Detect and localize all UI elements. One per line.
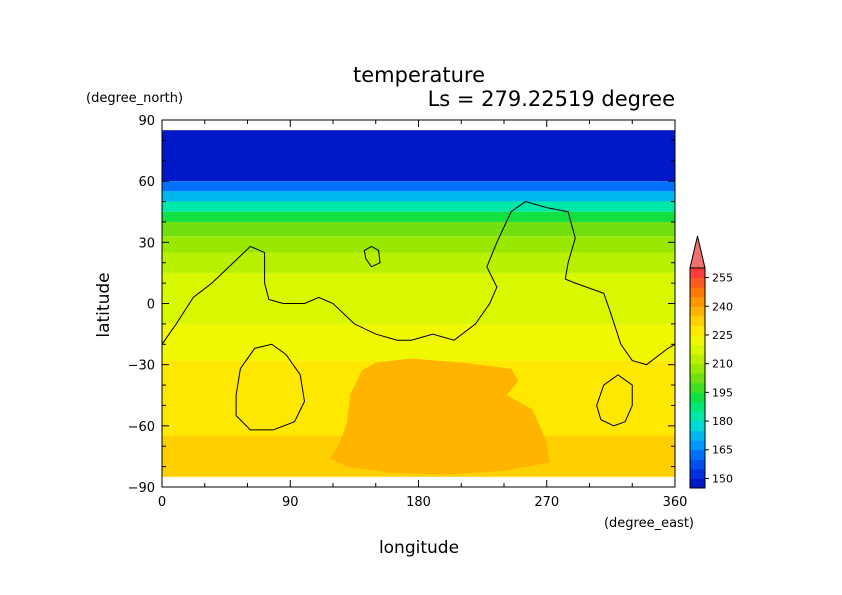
axis-ticks: 0 90 180 270 360 90 60 30 0 −30 −60 −90 bbox=[128, 114, 688, 510]
x-axis-title: longitude bbox=[379, 538, 459, 558]
colorbar-swatch bbox=[690, 421, 705, 432]
temperature-band-1 bbox=[162, 181, 675, 192]
y-tick-label: −90 bbox=[128, 481, 155, 496]
colorbar-swatch bbox=[690, 296, 705, 307]
colorbar-swatch bbox=[690, 287, 705, 298]
x-tick-label: 180 bbox=[406, 495, 431, 510]
colorbar-swatch bbox=[690, 363, 705, 374]
colorbar-swatch bbox=[690, 277, 705, 288]
colorbar-swatch bbox=[690, 401, 705, 412]
contour-lines bbox=[162, 201, 675, 431]
colorbar-swatch bbox=[690, 411, 705, 422]
colorbar-label: 255 bbox=[712, 272, 733, 285]
colorbar-swatch bbox=[690, 459, 705, 470]
colorbar-swatch bbox=[690, 373, 705, 384]
colorbar: 150 165 180 195 210 225 240 255 bbox=[689, 235, 733, 489]
contour-line-3 bbox=[596, 374, 633, 427]
y-tick-label: 60 bbox=[138, 175, 155, 190]
temperature-band-0 bbox=[162, 130, 675, 182]
colorbar-swatch bbox=[690, 315, 705, 326]
colorbar-swatch bbox=[690, 306, 705, 317]
y-tick-label: −60 bbox=[128, 420, 155, 435]
colorbar-swatch bbox=[690, 449, 705, 460]
colorbar-label: 180 bbox=[712, 415, 733, 428]
colorbar-label: 210 bbox=[712, 358, 733, 371]
colorbar-swatch bbox=[690, 382, 705, 393]
contour-line-0 bbox=[162, 201, 675, 366]
temperature-band-8 bbox=[162, 272, 675, 324]
temperature-band-7 bbox=[162, 252, 675, 273]
colorbar-swatch bbox=[690, 478, 705, 489]
colorbar-label: 150 bbox=[712, 472, 733, 485]
y-tick-label: −30 bbox=[128, 359, 155, 374]
contour-line-2 bbox=[235, 343, 306, 431]
colorbar-label: 240 bbox=[712, 300, 733, 313]
colorbar-swatch bbox=[690, 392, 705, 403]
colorbar-swatch bbox=[690, 344, 705, 355]
colorbar-swatch bbox=[690, 268, 705, 279]
temperature-band-4 bbox=[162, 211, 675, 222]
contour-line-1 bbox=[363, 245, 381, 268]
x-tick-label: 270 bbox=[534, 495, 559, 510]
y-units-label: (degree_north) bbox=[86, 91, 183, 106]
colorbar-overflow-arrow bbox=[689, 235, 706, 269]
colorbar-swatch bbox=[690, 354, 705, 365]
colorbar-label: 195 bbox=[712, 386, 733, 399]
colorbar-label: 165 bbox=[712, 444, 733, 457]
x-tick-label: 0 bbox=[158, 495, 166, 510]
temperature-band-9 bbox=[162, 323, 675, 361]
chart-title: temperature bbox=[353, 63, 485, 87]
y-tick-label: 30 bbox=[138, 236, 155, 251]
temperature-band-6 bbox=[162, 236, 675, 253]
temperature-band-5 bbox=[162, 221, 675, 237]
y-tick-label: 90 bbox=[138, 114, 155, 129]
x-tick-label: 90 bbox=[282, 495, 299, 510]
chart-subtitle: Ls = 279.22519 degree bbox=[428, 87, 675, 111]
y-axis-title: latitude bbox=[94, 272, 114, 337]
y-tick-label: 0 bbox=[147, 298, 155, 313]
colorbar-swatch bbox=[690, 440, 705, 451]
colorbar-label: 225 bbox=[712, 329, 733, 342]
temperature-band-3 bbox=[162, 201, 675, 212]
warm-region bbox=[330, 358, 550, 475]
colorbar-swatch bbox=[690, 325, 705, 336]
x-units-label: (degree_east) bbox=[604, 516, 694, 531]
colorbar-swatch bbox=[690, 430, 705, 441]
temperature-band-2 bbox=[162, 191, 675, 202]
temperature-field bbox=[162, 130, 675, 477]
colorbar-swatch bbox=[690, 468, 705, 479]
x-tick-label: 360 bbox=[663, 495, 688, 510]
colorbar-swatch bbox=[690, 334, 705, 346]
